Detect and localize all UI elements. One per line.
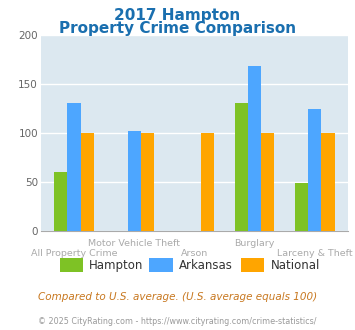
Text: Arson: Arson xyxy=(181,249,208,258)
Text: Motor Vehicle Theft: Motor Vehicle Theft xyxy=(88,239,180,248)
Text: 2017 Hampton: 2017 Hampton xyxy=(114,8,241,23)
Bar xyxy=(261,133,274,231)
Text: Property Crime Comparison: Property Crime Comparison xyxy=(59,21,296,36)
Text: National: National xyxy=(271,259,320,273)
Bar xyxy=(127,131,141,231)
Bar xyxy=(321,133,335,231)
Text: Arkansas: Arkansas xyxy=(179,259,233,273)
Text: © 2025 CityRating.com - https://www.cityrating.com/crime-statistics/: © 2025 CityRating.com - https://www.city… xyxy=(38,317,317,326)
Text: Larceny & Theft: Larceny & Theft xyxy=(277,249,353,258)
Bar xyxy=(81,133,94,231)
Bar xyxy=(201,133,214,231)
Text: All Property Crime: All Property Crime xyxy=(31,249,117,258)
Text: Compared to U.S. average. (U.S. average equals 100): Compared to U.S. average. (U.S. average … xyxy=(38,292,317,302)
Bar xyxy=(67,103,81,231)
Bar xyxy=(141,133,154,231)
Bar xyxy=(308,109,321,231)
Text: Burglary: Burglary xyxy=(234,239,275,248)
Bar xyxy=(248,66,261,231)
Bar xyxy=(235,103,248,231)
Bar xyxy=(295,183,308,231)
Text: Hampton: Hampton xyxy=(89,259,143,273)
Bar xyxy=(54,172,67,231)
